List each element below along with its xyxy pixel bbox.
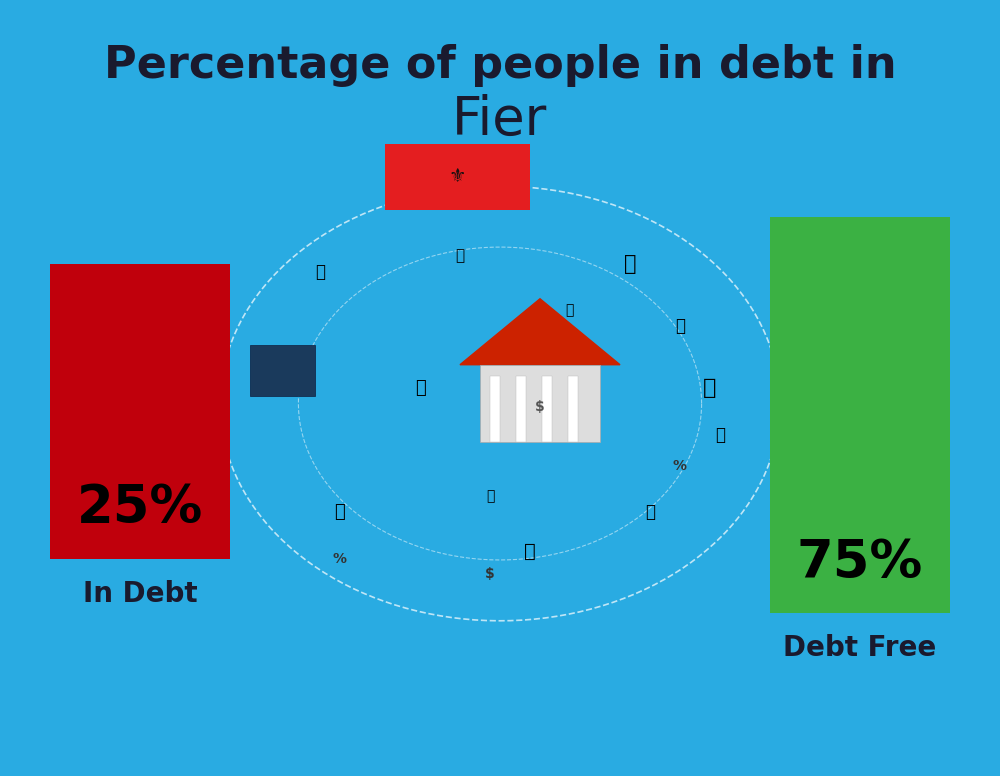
FancyBboxPatch shape xyxy=(770,217,950,613)
FancyBboxPatch shape xyxy=(250,345,315,396)
Text: In Debt: In Debt xyxy=(83,580,197,608)
Text: Fier: Fier xyxy=(452,94,548,147)
Text: Percentage of people in debt in: Percentage of people in debt in xyxy=(104,44,896,88)
Polygon shape xyxy=(460,299,620,365)
Text: 🏠: 🏠 xyxy=(624,254,636,274)
Text: 🎓: 🎓 xyxy=(703,378,717,398)
FancyBboxPatch shape xyxy=(542,376,552,442)
FancyBboxPatch shape xyxy=(516,376,526,442)
Text: 📱: 📱 xyxy=(715,425,725,444)
Text: 🪙: 🪙 xyxy=(675,317,685,335)
FancyBboxPatch shape xyxy=(385,144,530,210)
Text: 🦅: 🦅 xyxy=(315,262,325,281)
Text: 🗝️: 🗝️ xyxy=(566,303,574,317)
Text: 💵: 💵 xyxy=(415,379,425,397)
Circle shape xyxy=(210,178,790,629)
Text: ⚜: ⚜ xyxy=(449,167,466,186)
Text: 25%: 25% xyxy=(77,482,203,535)
FancyBboxPatch shape xyxy=(480,365,600,442)
Text: $: $ xyxy=(485,567,495,581)
Text: %: % xyxy=(333,552,347,566)
Text: $: $ xyxy=(535,400,545,414)
FancyBboxPatch shape xyxy=(490,376,500,442)
Text: 📋: 📋 xyxy=(645,503,655,521)
FancyBboxPatch shape xyxy=(568,376,578,442)
FancyBboxPatch shape xyxy=(50,264,230,559)
Text: 🐷: 🐷 xyxy=(486,490,494,504)
Text: 💼: 💼 xyxy=(335,503,345,521)
Text: 75%: 75% xyxy=(797,536,923,589)
Text: 🧮: 🧮 xyxy=(455,248,465,264)
Text: %: % xyxy=(673,459,687,473)
Text: Debt Free: Debt Free xyxy=(783,634,937,662)
Text: 🚗: 🚗 xyxy=(524,542,536,560)
